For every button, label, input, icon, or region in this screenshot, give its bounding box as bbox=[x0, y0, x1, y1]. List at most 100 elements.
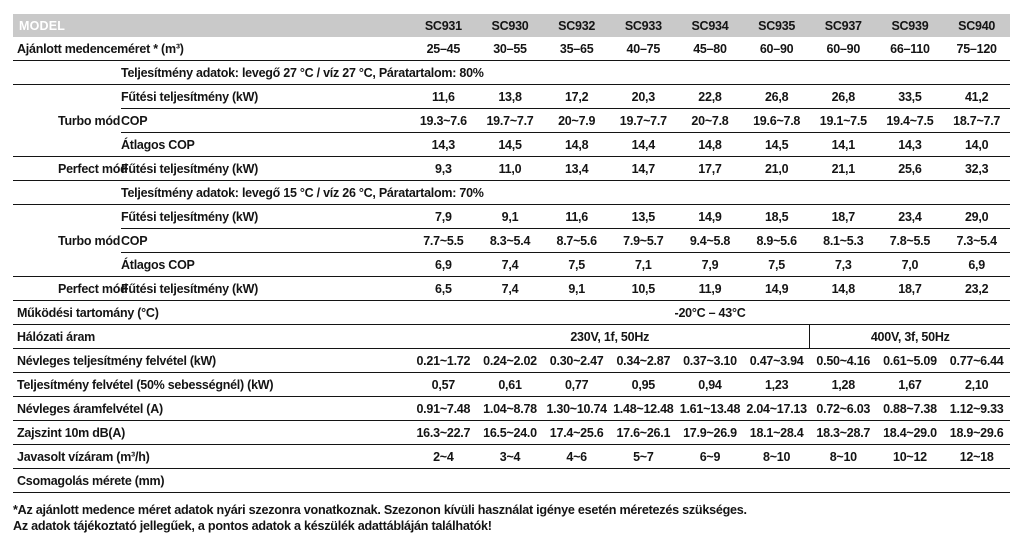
value-cell: 14,8 bbox=[698, 137, 722, 152]
value-cell: 1.04~8.78 bbox=[483, 401, 537, 416]
row-label: Átlagos COP bbox=[121, 257, 195, 272]
value-cell: 1.30~10.74 bbox=[546, 401, 607, 416]
value-cell: 17,2 bbox=[543, 84, 610, 109]
value-cell: 14,3 bbox=[898, 137, 922, 152]
footnote-line-2: Az adatok tájékoztató jellegűek, a ponto… bbox=[13, 519, 492, 533]
value-cell: 21,0 bbox=[764, 161, 789, 176]
value-cell: SC930 bbox=[476, 14, 544, 37]
value-cell: 7,5 bbox=[768, 257, 785, 272]
value-cell: SC940 bbox=[943, 14, 1010, 37]
value-cell: 0,57 bbox=[431, 377, 456, 392]
value-cell: 0.61~5.09 bbox=[883, 353, 937, 368]
model-header-row: MODEL SC931 SC930 SC932 SC933 SC934 SC935 SC93… bbox=[13, 14, 1010, 37]
value-cell: 2,10 bbox=[964, 377, 989, 392]
value-cell: 41,2 bbox=[943, 84, 1010, 109]
value-cell: 10~12 bbox=[893, 449, 927, 464]
value-cell: 9.4~5.8 bbox=[676, 228, 744, 253]
value-cell: 26,8 bbox=[809, 84, 877, 109]
value-cell: 7,5 bbox=[568, 257, 585, 272]
row-label: Névleges teljesítmény felvétel (kW) bbox=[17, 353, 216, 368]
value-cell: SC933 bbox=[609, 14, 677, 37]
value-cell: 6,9 bbox=[968, 257, 985, 272]
value-cell: 21,1 bbox=[831, 161, 856, 176]
row-label: Átlagos COP bbox=[121, 137, 195, 152]
row-label: Csomagolás mérete (mm) bbox=[17, 473, 165, 488]
value-cell: 1.61~13.48 bbox=[679, 401, 741, 416]
value-cell: 7.8~5.5 bbox=[876, 228, 944, 253]
value-cell: 25–45 bbox=[426, 41, 461, 56]
value-cell: 14,0 bbox=[964, 137, 989, 152]
value-cell: 19.7~7.7 bbox=[476, 108, 544, 133]
row-power-supply: Hálózati áram 230V, 1f, 50Hz 400V, 3f, 5… bbox=[13, 324, 1010, 349]
value-cell: 18,5 bbox=[743, 204, 810, 229]
value-cell: 19.3~7.6 bbox=[410, 108, 477, 133]
value-cell: 35–65 bbox=[559, 41, 594, 56]
value-cell: 40–75 bbox=[626, 41, 661, 56]
spec-table: MODEL SC931 SC930 SC932 SC933 SC934 SC935 SC93… bbox=[13, 14, 1010, 493]
value-cell: 14,9 bbox=[676, 204, 744, 229]
power-supply-400: 400V, 3f, 50Hz bbox=[870, 329, 950, 344]
value-cell: 14,3 bbox=[431, 137, 456, 152]
value-cell: 7.9~5.7 bbox=[609, 228, 677, 253]
mode-label-perfect: Perfect mód bbox=[13, 156, 128, 181]
row-power-input-50: Teljesítmény felvétel (50% sebességnél) … bbox=[13, 373, 1010, 397]
value-cell: 29,0 bbox=[943, 204, 1010, 229]
value-cell: 19.4~7.5 bbox=[876, 108, 944, 133]
value-cell: 17.9~26.9 bbox=[683, 425, 737, 440]
value-cell: 0.24~2.02 bbox=[483, 353, 537, 368]
value-cell: 9,3 bbox=[435, 161, 452, 176]
value-cell: 11,0 bbox=[498, 161, 522, 176]
value-cell: 11,9 bbox=[698, 281, 722, 296]
value-cell: 16.3~22.7 bbox=[416, 425, 471, 440]
value-cell: 23,4 bbox=[876, 204, 944, 229]
value-cell: 18.4~29.0 bbox=[883, 425, 937, 440]
empty-cell bbox=[410, 469, 1010, 493]
value-cell: 14,8 bbox=[564, 137, 589, 152]
value-cell: 18,7 bbox=[898, 281, 922, 296]
row-label: Névleges áramfelvétel (A) bbox=[17, 401, 163, 416]
value-cell: 6,5 bbox=[435, 281, 452, 296]
row-label: Teljesítmény felvétel (50% sebességnél) … bbox=[17, 377, 274, 392]
row-nominal-current: Névleges áramfelvétel (A) 0.91~7.48 1.04~… bbox=[13, 397, 1010, 421]
row-nominal-power-input: Névleges teljesítmény felvétel (kW) 0.21… bbox=[13, 349, 1010, 373]
value-cell: 8.9~5.6 bbox=[743, 228, 810, 253]
row-label: Fűtési teljesítmény (kW) bbox=[121, 281, 259, 296]
value-cell: 7,9 bbox=[410, 204, 477, 229]
value-cell: 11,6 bbox=[410, 84, 477, 109]
value-cell: 19.1~7.5 bbox=[809, 108, 877, 133]
mode-label-turbo: Turbo mód bbox=[13, 84, 121, 157]
row-label: COP bbox=[121, 108, 411, 133]
section-header-27: Teljesítmény adatok: levegő 27 °C / víz … bbox=[13, 61, 1010, 85]
value-cell: 13,5 bbox=[609, 204, 677, 229]
value-cell: 9,1 bbox=[476, 204, 544, 229]
value-cell: 1,23 bbox=[764, 377, 789, 392]
value-cell: 1.48~12.48 bbox=[613, 401, 674, 416]
section-title: Teljesítmény adatok: levegő 27 °C / víz … bbox=[121, 65, 484, 80]
value-cell: SC937 bbox=[809, 14, 877, 37]
value-cell: 0.50~4.16 bbox=[816, 353, 871, 368]
footnote-line-1: *Az ajánlott medence méret adatok nyári … bbox=[13, 503, 747, 517]
power-supply-230: 230V, 1f, 50Hz bbox=[410, 324, 811, 349]
value-cell: 7,4 bbox=[501, 257, 519, 272]
row-noise: Zajszint 10m dB(A) 16.3~22.7 16.5~24.0 17.… bbox=[13, 421, 1010, 445]
value-cell: 75–120 bbox=[956, 41, 997, 56]
value-cell: 6,9 bbox=[435, 257, 452, 272]
value-cell: 22,8 bbox=[676, 84, 744, 109]
value-cell: 0,77 bbox=[564, 377, 589, 392]
value-cell: 18.3~28.7 bbox=[816, 425, 871, 440]
row-turbo15-avgcop: Átlagos COP 6,9 7,4 7,5 7,1 7,9 7,5 7,3 7,0 6,9 bbox=[13, 253, 1010, 277]
value-cell: 11,6 bbox=[543, 204, 610, 229]
row-label: COP bbox=[121, 228, 411, 253]
value-cell: 7,4 bbox=[501, 281, 519, 296]
footnotes: *Az ajánlott medence méret adatok nyári … bbox=[13, 502, 1010, 534]
value-cell: 20,3 bbox=[609, 84, 677, 109]
value-cell: 7,9 bbox=[701, 257, 719, 272]
row-label: Ajánlott medenceméret * (m³) bbox=[17, 41, 184, 56]
row-label: Fűtési teljesítmény (kW) bbox=[121, 84, 411, 109]
value-cell: 33,5 bbox=[876, 84, 944, 109]
row-turbo15-cop: COP 7.7~5.5 8.3~5.4 8.7~5.6 7.9~5.7 9.4~5.8 8… bbox=[13, 228, 1010, 253]
value-cell: 60–90 bbox=[759, 41, 794, 56]
row-label: Működési tartomány (°C) bbox=[17, 305, 159, 320]
row-turbo27-avgcop: Átlagos COP 14,3 14,5 14,8 14,4 14,8 14,5 14,1… bbox=[13, 133, 1010, 157]
value-cell: 20~7.9 bbox=[543, 108, 610, 133]
